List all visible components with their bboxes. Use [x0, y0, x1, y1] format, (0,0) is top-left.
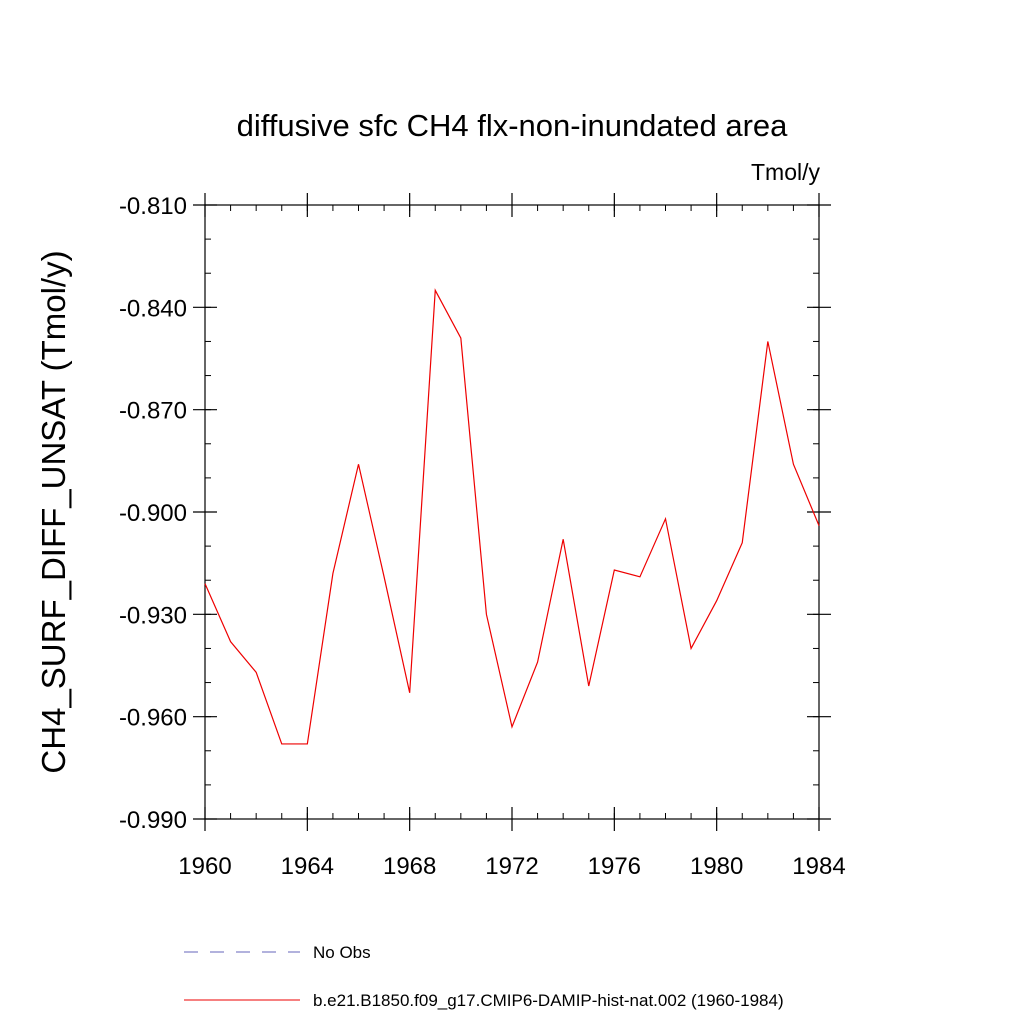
- y-tick-label: -0.930: [119, 602, 187, 629]
- x-tick-label: 1976: [588, 853, 641, 880]
- units-label: Tmol/y: [751, 159, 821, 185]
- x-tick-label: 1984: [792, 853, 845, 880]
- x-tick-label: 1960: [178, 853, 231, 880]
- axis-ticks: [193, 193, 831, 831]
- y-tick-label: -0.990: [119, 807, 187, 834]
- legend-entry-label: No Obs: [313, 943, 371, 962]
- y-tick-label: -0.900: [119, 500, 187, 527]
- x-tick-label: 1980: [690, 853, 743, 880]
- x-tick-labels: 1960 1964 1968 1972 1976 1980 1984: [178, 853, 845, 880]
- y-tick-label: -0.960: [119, 705, 187, 732]
- x-tick-label: 1964: [281, 853, 334, 880]
- legend-entry-label: b.e21.B1850.f09_g17.CMIP6-DAMIP-hist-nat…: [313, 991, 784, 1010]
- y-tick-label: -0.870: [119, 398, 187, 425]
- series-layer: [204, 288, 820, 745]
- x-tick-label: 1972: [485, 853, 538, 880]
- x-tick-label: 1968: [383, 853, 436, 880]
- y-tick-label: -0.810: [119, 193, 187, 220]
- chart-title: diffusive sfc CH4 flx-non-inundated area: [237, 108, 789, 143]
- legend: No Obs b.e21.B1850.f09_g17.CMIP6-DAMIP-hi…: [184, 943, 784, 1010]
- series-line: [204, 288, 820, 745]
- y-tick-label: -0.840: [119, 295, 187, 322]
- y-axis-label: CH4_SURF_DIFF_UNSAT (Tmol/y): [35, 250, 72, 773]
- y-tick-labels: -0.810 -0.840 -0.870 -0.900 -0.930 -0.960 -0.9…: [119, 193, 187, 834]
